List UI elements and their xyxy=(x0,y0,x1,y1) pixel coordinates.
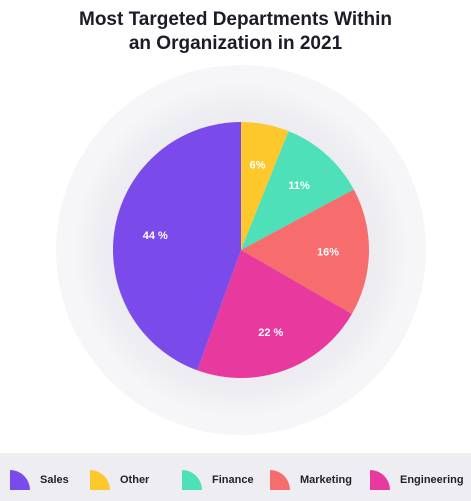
legend-label-other: Other xyxy=(120,474,150,486)
legend-item-finance: Finance xyxy=(180,469,254,491)
quarter-circle-icon xyxy=(182,470,202,490)
legend-label-sales: Sales xyxy=(40,474,69,486)
legend-label-engineering: Engineering xyxy=(400,474,464,486)
legend-label-finance: Finance xyxy=(212,474,254,486)
legend: Sales Other Finance Marketing Engineering xyxy=(0,453,471,501)
legend-label-marketing: Marketing xyxy=(300,474,352,486)
slice-label-finance: 11% xyxy=(288,180,310,192)
legend-item-marketing: Marketing xyxy=(268,469,352,491)
pie-chart: 6% 11% 16% 22 % 44 % xyxy=(73,82,409,418)
legend-item-other: Other xyxy=(88,469,149,491)
pie-slice-engineering xyxy=(197,250,352,378)
quarter-circle-icon xyxy=(90,470,110,490)
chart-title-line-1: Most Targeted Departments Within xyxy=(79,9,392,30)
pie-slice-finance xyxy=(241,131,354,250)
legend-item-engineering: Engineering xyxy=(368,469,464,491)
chart-title: Most Targeted Departments Within an Orga… xyxy=(0,8,471,56)
quarter-circle-icon xyxy=(10,470,30,490)
quarter-circle-icon xyxy=(370,470,390,490)
pie-slice-sales xyxy=(112,122,242,371)
slice-label-sales: 44 % xyxy=(143,230,168,242)
pie-slice-other xyxy=(241,122,289,250)
pie-slice-marketing xyxy=(241,189,369,314)
chart-title-line-2: an Organization in 2021 xyxy=(128,33,343,54)
slice-label-other: 6% xyxy=(250,160,266,172)
slice-label-engineering: 22 % xyxy=(258,327,283,339)
slice-label-marketing: 16% xyxy=(317,246,339,258)
quarter-circle-icon xyxy=(270,470,290,490)
legend-item-sales: Sales xyxy=(8,469,69,491)
